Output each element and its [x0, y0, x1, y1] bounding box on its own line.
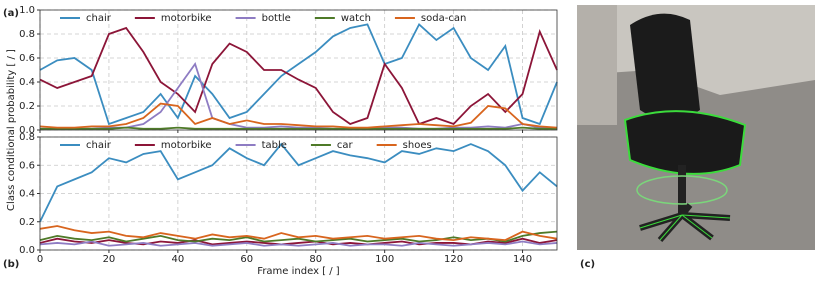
- panel-label: (c): [580, 259, 595, 270]
- x-tick-label: 0: [37, 254, 43, 265]
- legend-label: motorbike: [161, 140, 212, 151]
- legend-label: shoes: [403, 140, 432, 151]
- legend-label: table: [262, 140, 287, 151]
- plot-area: [40, 10, 557, 130]
- x-tick-label: 100: [375, 254, 394, 265]
- series-line: [39, 230, 558, 243]
- x-tick-label: 80: [309, 254, 322, 265]
- series-line: [39, 142, 558, 223]
- x-tick-label: 120: [444, 254, 463, 265]
- chair-post: [678, 165, 686, 215]
- legend-label: chair: [86, 140, 112, 151]
- y-tick-label: 0.8: [19, 132, 35, 143]
- axes-frame: [39, 136, 558, 251]
- y-tick-label: 0.4: [19, 77, 35, 88]
- series-line: [39, 26, 558, 126]
- series-line: [39, 225, 558, 242]
- axes-frame: [39, 9, 558, 131]
- y-tick-label: 0.0: [19, 125, 35, 136]
- series-line: [40, 126, 557, 130]
- photo-cabinet: [577, 5, 617, 125]
- x-tick-label: 20: [103, 254, 116, 265]
- chair-seat: [623, 110, 747, 175]
- photo: (c): [577, 5, 815, 270]
- x-axis-label: Frame index [ / ]: [257, 266, 340, 277]
- y-tick-label: 0.6: [19, 53, 35, 64]
- y-tick-label: 0.2: [19, 217, 35, 228]
- x-tick-label: 140: [513, 254, 532, 265]
- chair-ring: [636, 175, 728, 205]
- y-tick-label: 0.8: [19, 29, 35, 40]
- chair-back: [630, 13, 700, 121]
- y-tick-label: 0.4: [19, 189, 35, 200]
- legend-label: motorbike: [161, 13, 212, 24]
- series-line: [39, 102, 558, 129]
- legend-label: soda-can: [421, 13, 466, 24]
- y-tick-label: 0.6: [19, 160, 35, 171]
- y-tick-label: 1.0: [19, 5, 35, 16]
- legend-label: chair: [86, 13, 112, 24]
- y-tick-label: 0.0: [19, 245, 35, 256]
- series-line: [39, 240, 558, 247]
- chair-base-outline: [639, 214, 731, 241]
- y-axis-label: Class conditional probability [ / ]: [6, 49, 17, 211]
- series-line: [39, 22, 558, 126]
- legend-label: bottle: [262, 13, 291, 24]
- panel-label: (b): [3, 259, 19, 270]
- panel-label: (a): [3, 8, 19, 19]
- legend-label: car: [337, 140, 354, 151]
- legend-label: watch: [341, 13, 371, 24]
- x-tick-label: 40: [171, 254, 184, 265]
- y-tick-label: 0.2: [19, 101, 35, 112]
- x-tick-label: 60: [240, 254, 253, 265]
